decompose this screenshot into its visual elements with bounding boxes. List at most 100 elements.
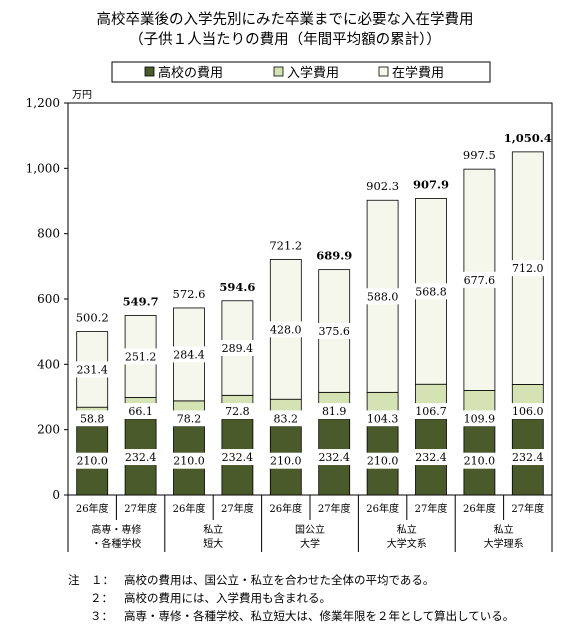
stacked-bar-chart: 0 200 400 600 800 1,000 1,200 万円 高校の費用 入学費用 在学費用 21… (26, 61, 553, 552)
data-label-high-school: 210.0 (173, 455, 205, 468)
data-label-tuition: 712.0 (512, 262, 544, 275)
bar-total-label: 997.5 (463, 148, 496, 162)
data-label-background (220, 340, 255, 357)
year-label: 26年度 (463, 502, 496, 515)
data-label-high-school: 232.4 (512, 451, 544, 464)
data-label-tuition: 289.4 (222, 342, 254, 355)
data-label-background (414, 403, 448, 420)
y-tick-label: 1,000 (26, 161, 60, 175)
group-label-line1: 私立 (203, 523, 223, 536)
chart-subtitle: （子供１人当たりの費用（年間平均額の累計）） (129, 32, 441, 48)
chart-title: 高校卒業後の入学先別にみた卒業までに必要な入在学費用 (96, 12, 474, 28)
year-label: 27年度 (511, 502, 544, 515)
bar-total-label: 594.6 (219, 280, 255, 294)
note-3-text: 高専・専修・各種学校、私立短大は、修業年限を２年として算出している。 (124, 609, 515, 623)
bar-total-label: 721.2 (269, 238, 302, 252)
group-label-line2: 短大 (203, 537, 223, 550)
data-label-tuition: 284.4 (173, 348, 205, 361)
data-label-background (172, 410, 206, 427)
data-label-background (510, 449, 545, 466)
data-label-entrance: 66.1 (128, 405, 153, 418)
data-label-tuition: 428.0 (270, 323, 302, 336)
data-label-background (75, 410, 110, 427)
legend: 高校の費用 入学費用 在学費用 (111, 61, 491, 83)
bar-total-label: 549.7 (123, 294, 159, 308)
bar-total-label: 907.9 (413, 177, 449, 191)
year-label: 27年度 (221, 502, 254, 515)
bar-total-label: 572.6 (173, 287, 206, 301)
y-tick-label: 200 (37, 423, 60, 437)
legend-swatch (273, 66, 284, 77)
bar-total-label: 1,050.4 (504, 131, 552, 145)
data-label-background (414, 283, 448, 300)
data-label-tuition: 588.0 (367, 290, 399, 303)
data-label-background (220, 403, 255, 420)
group-label-line1: 国公立 (295, 523, 325, 536)
data-label-background (510, 260, 545, 277)
note-2-label: ２： (90, 591, 113, 605)
legend-swatch (144, 66, 155, 77)
data-label-background (462, 410, 497, 427)
y-tick-label: 0 (52, 488, 60, 502)
data-label-high-school: 210.0 (367, 455, 399, 468)
data-label-background (462, 271, 497, 288)
note-1-text: 高校の費用は、国公立・私立を合わせた全体の平均である。 (124, 573, 435, 587)
legend-entry: 入学費用 (287, 65, 339, 81)
data-label-background (414, 449, 448, 466)
year-label: 27年度 (415, 502, 448, 515)
data-label-entrance: 78.2 (177, 412, 202, 425)
y-tick-label: 600 (37, 292, 60, 306)
data-label-high-school: 232.4 (222, 451, 254, 464)
note-3-label: ３： (90, 609, 113, 623)
data-label-background (75, 361, 110, 378)
y-tick-label: 800 (37, 227, 60, 241)
data-label-tuition: 677.6 (464, 274, 496, 287)
group-label-line2: ・各種学校 (91, 537, 141, 550)
data-label-background (123, 348, 158, 365)
legend-box (111, 61, 491, 83)
bar-total-label: 902.3 (366, 179, 399, 193)
data-label-tuition: 375.6 (318, 325, 350, 338)
data-label-high-school: 232.4 (415, 451, 447, 464)
note-2-text: 高校の費用には、入学費用も含まれる。 (124, 591, 331, 605)
bar-total-label: 689.9 (316, 249, 352, 263)
legend-swatch (378, 66, 389, 77)
bar-total-label: 500.2 (76, 311, 109, 325)
data-label-tuition: 251.2 (125, 350, 157, 363)
data-label-high-school: 210.0 (76, 455, 108, 468)
data-label-high-school: 232.4 (125, 451, 157, 464)
group-label-line1: 高専・専修 (91, 523, 141, 536)
data-label-background (365, 288, 400, 305)
data-label-high-school: 210.0 (464, 455, 496, 468)
data-label-background (123, 403, 158, 420)
data-label-background (75, 452, 110, 469)
data-label-background (462, 452, 497, 469)
y-tick-label: 1,200 (26, 96, 60, 110)
year-label: 26年度 (269, 502, 302, 515)
data-label-background (317, 403, 352, 420)
data-label-entrance: 72.8 (225, 405, 250, 418)
y-tick-label: 400 (37, 357, 60, 371)
data-label-background (510, 403, 545, 420)
group-label-line1: 私立 (494, 523, 514, 536)
data-label-entrance: 104.3 (367, 412, 399, 425)
data-label-entrance: 106.7 (415, 405, 447, 418)
y-axis-unit: 万円 (72, 90, 92, 101)
year-label: 26年度 (173, 502, 206, 515)
group-label-line2: 大学理系 (484, 537, 524, 550)
legend-entry: 高校の費用 (158, 65, 223, 81)
data-label-entrance: 106.0 (512, 405, 544, 418)
year-label: 27年度 (124, 502, 157, 515)
note-1-label: 注 １： (68, 573, 114, 587)
data-label-background (268, 410, 303, 427)
data-label-background (317, 449, 352, 466)
data-label-background (317, 322, 352, 339)
data-label-background (365, 452, 400, 469)
data-label-high-school: 210.0 (270, 455, 302, 468)
data-label-background (172, 452, 206, 469)
group-label-line2: 大学文系 (387, 537, 427, 550)
year-label: 26年度 (366, 502, 399, 515)
data-label-tuition: 568.8 (415, 285, 447, 298)
data-label-background (365, 410, 400, 427)
data-label-background (268, 321, 303, 338)
